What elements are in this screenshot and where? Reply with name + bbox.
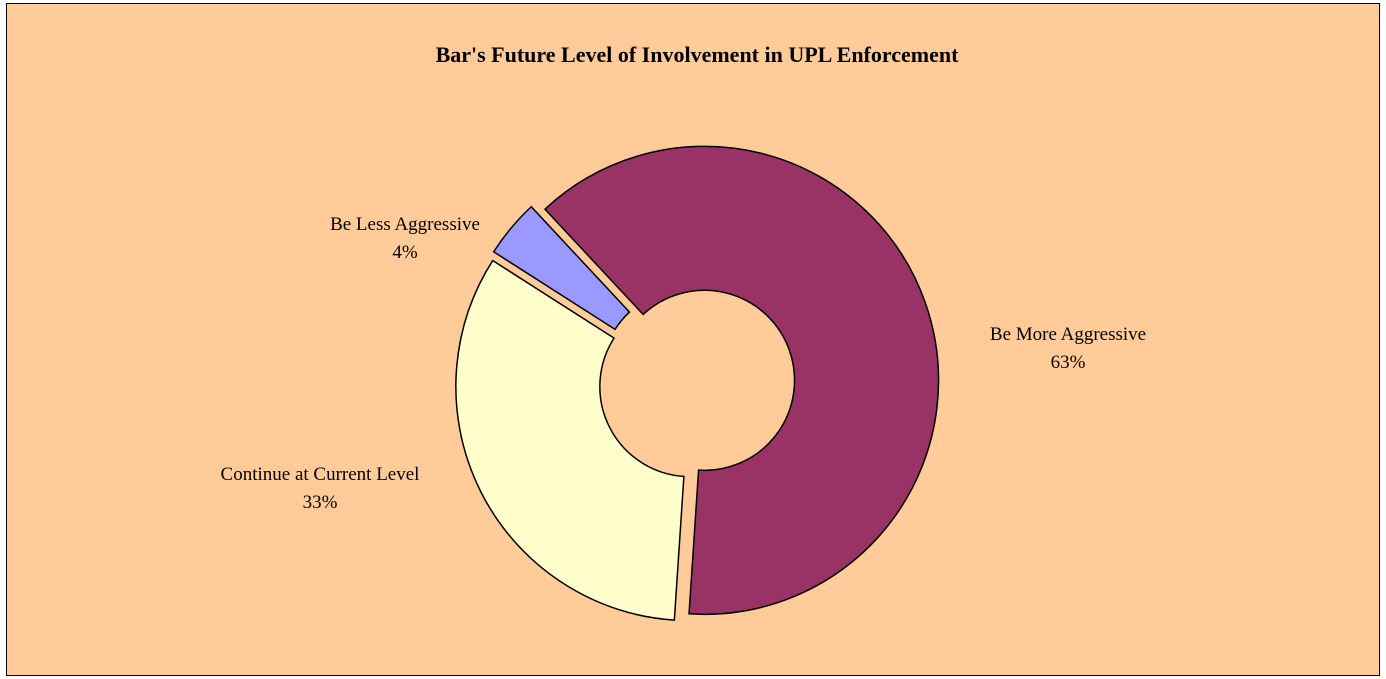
donut-slice (455, 259, 685, 621)
slice-value-label: 4% (392, 242, 418, 263)
slice-value-label: 63% (1051, 352, 1086, 373)
chart-title: Bar's Future Level of Involvement in UPL… (436, 42, 960, 67)
slice-value-label: 33% (303, 492, 338, 513)
slice-label: Continue at Current Level (221, 464, 420, 485)
donut-slice (543, 145, 940, 616)
slice-label: Be More Aggressive (990, 324, 1146, 345)
donut-slice (492, 205, 631, 331)
slice-label: Be Less Aggressive (330, 214, 480, 235)
